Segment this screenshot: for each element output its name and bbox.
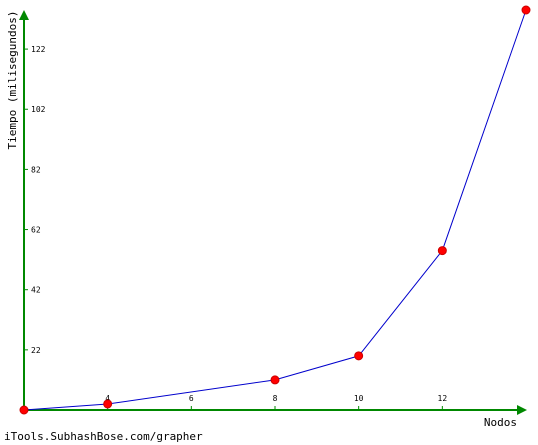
tick-marks: [23, 48, 443, 411]
y-tick-label: 102: [31, 105, 46, 114]
x-tick-labels: 4 6 8 10 12: [105, 394, 447, 403]
data-point: [103, 399, 113, 409]
y-tick-label: 122: [31, 45, 46, 54]
x-tick-label: 10: [354, 394, 364, 403]
x-tick-label: 4: [105, 394, 110, 403]
series-line: [23, 9, 527, 411]
axes: [19, 10, 527, 415]
y-tick-label: 22: [31, 346, 41, 355]
x-tick-label: 8: [273, 394, 278, 403]
x-tick-label: 6: [189, 394, 194, 403]
y-tick-label: 42: [31, 286, 41, 295]
y-tick-label: 62: [31, 226, 41, 235]
series-group: [19, 5, 531, 415]
data-point: [521, 5, 531, 15]
data-point: [437, 246, 447, 256]
y-axis-arrow: [19, 10, 29, 20]
y-axis-title: Tiempo (milisegundos): [6, 10, 19, 149]
x-tick-label: 12: [438, 394, 448, 403]
data-point: [354, 351, 364, 361]
y-tick-label: 82: [31, 165, 41, 174]
x-axis-arrow: [517, 405, 527, 415]
credit-text: iTools.SubhashBose.com/grapher: [4, 430, 203, 443]
data-point: [19, 405, 29, 415]
y-tick-labels: 22 42 62 82 102 122: [31, 45, 46, 355]
data-point: [270, 375, 280, 385]
x-axis-title: Nodos: [484, 416, 517, 429]
